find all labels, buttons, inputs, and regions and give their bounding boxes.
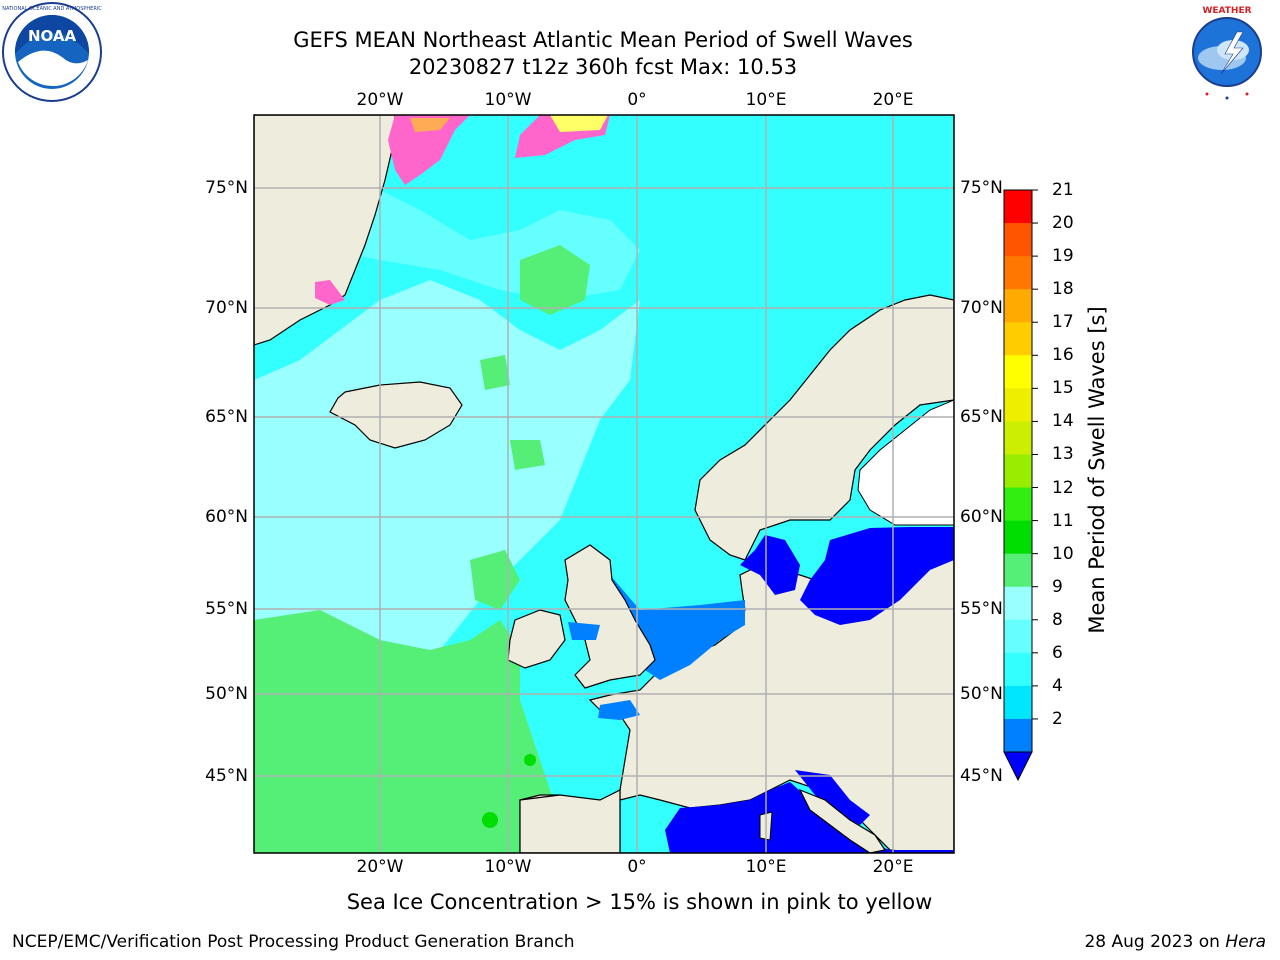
colorbar-bin — [1004, 718, 1032, 753]
lon-label-top: 20°E — [872, 90, 914, 110]
lat-label-right: 55°N — [960, 599, 1003, 619]
lat-label-left: 50°N — [205, 684, 248, 704]
colorbar-bin — [1004, 619, 1032, 654]
colorbar-tick-label: 15 — [1052, 378, 1074, 399]
svg-text:NATIONAL OCEANIC AND ATMOSPHER: NATIONAL OCEANIC AND ATMOSPHERIC — [2, 6, 102, 12]
swell-area-9-10s-small2 — [510, 440, 545, 470]
colorbar-bin — [1004, 520, 1032, 555]
colorbar-tick-label: 20 — [1052, 213, 1074, 234]
colorbar-tick-label: 2 — [1052, 708, 1063, 729]
lon-label-bottom: 20°E — [872, 857, 914, 877]
lat-label-left: 55°N — [205, 599, 248, 619]
land-italy — [798, 788, 886, 853]
colorbar-bin — [1004, 289, 1032, 323]
colorbar-tick-label: 14 — [1052, 411, 1074, 432]
colorbar-bin — [1004, 652, 1032, 687]
sea-ice-greenland — [388, 115, 470, 185]
lat-label-left: 70°N — [205, 298, 248, 318]
lon-label-bottom: 0° — [627, 857, 647, 877]
map-frame — [253, 114, 955, 854]
colorbar-bin — [1004, 553, 1032, 588]
lat-label-left: 65°N — [205, 407, 248, 427]
sea-ice-mid — [410, 118, 450, 132]
lat-label-right: 70°N — [960, 298, 1003, 318]
north-sea-low-swell — [600, 575, 745, 680]
colorbar-bin — [1004, 586, 1032, 621]
colorbar-tick-label: 18 — [1052, 279, 1074, 300]
graticule — [254, 115, 954, 853]
colorbar-bin — [1004, 223, 1032, 257]
lat-label-right: 65°N — [960, 407, 1003, 427]
colorbar-tick-label: 4 — [1052, 675, 1063, 696]
lat-label-right: 75°N — [960, 178, 1003, 198]
footer-host: Hera — [1225, 932, 1266, 952]
chart-subtitle: 20230827 t12z 360h fcst Max: 10.53 — [408, 55, 798, 79]
nws-logo: WEATHER — [1179, 4, 1275, 100]
colorbar-tick-label: 16 — [1052, 345, 1074, 366]
colorbar-bin — [1004, 256, 1032, 290]
colorbar-tick-label: 8 — [1052, 609, 1063, 630]
sea-ice-high — [550, 115, 608, 132]
sea-ice-east-greenland — [315, 280, 345, 305]
colorbar-tick-label: 10 — [1052, 543, 1074, 564]
lat-label-left: 45°N — [205, 766, 248, 786]
biscay-low-swell — [598, 700, 640, 720]
colorbar-tick-label: 21 — [1052, 180, 1074, 200]
land-great-britain — [564, 544, 656, 689]
swell-spot-10-11s — [482, 812, 498, 828]
land-iceland — [329, 381, 463, 449]
swell-spot-10-11s-b — [524, 754, 536, 766]
svg-text:WEATHER: WEATHER — [1202, 6, 1251, 16]
lat-label-right: 50°N — [960, 684, 1003, 704]
lat-label-right: 45°N — [960, 766, 1003, 786]
colorbar-tick-label: 12 — [1052, 477, 1074, 498]
colorbar-bin — [1004, 190, 1032, 224]
colorbar-tick-label: 9 — [1052, 576, 1063, 597]
lat-label-right: 60°N — [960, 507, 1003, 527]
colorbar-bin — [1004, 355, 1032, 389]
colorbar-tick-label: 6 — [1052, 642, 1063, 663]
colorbar-bin — [1004, 322, 1032, 356]
colorbar-bin — [1004, 454, 1032, 489]
lon-label-top: 10°E — [745, 90, 787, 110]
colorbar-tick-label: 11 — [1052, 510, 1074, 531]
colorbar-tick-label: 19 — [1052, 246, 1074, 267]
swell-area-9-10s-north — [520, 245, 590, 315]
sea-ice-note: Sea Ice Concentration > 15% is shown in … — [346, 890, 933, 914]
footer-credit: NCEP/EMC/Verification Post Processing Pr… — [12, 932, 575, 952]
gulf-of-bothnia — [857, 399, 954, 526]
land-ireland — [507, 609, 566, 669]
svg-text:NOAA: NOAA — [28, 27, 77, 45]
lon-label-top: 20°W — [356, 90, 404, 110]
colorbar-bin — [1004, 388, 1032, 422]
colorbar — [1003, 189, 1038, 782]
colorbar-tick-label: 13 — [1052, 444, 1074, 465]
colorbar-bin — [1004, 487, 1032, 522]
colorbar-bin — [1004, 421, 1032, 455]
lon-label-bottom: 10°W — [484, 857, 532, 877]
adriatic-sea — [795, 770, 870, 825]
chart-title: GEFS MEAN Northeast Atlantic Mean Period… — [293, 28, 913, 52]
mediterranean-sea — [665, 782, 954, 853]
noaa-logo: NOAA NATIONAL OCEANIC AND ATMOSPHERIC — [2, 2, 102, 102]
kattegat — [740, 535, 800, 595]
lon-label-top: 10°W — [484, 90, 532, 110]
lon-label-bottom: 20°W — [356, 857, 404, 877]
swell-area-9-10s-small — [480, 355, 510, 390]
colorbar-tick-label: 17 — [1052, 312, 1074, 333]
land-iberia — [519, 789, 621, 853]
swell-area-9-10s-southwest — [254, 610, 560, 853]
baltic-sea — [800, 527, 954, 625]
lon-label-bottom: 10°E — [745, 857, 787, 877]
colorbar-frame — [1003, 189, 1033, 753]
lat-label-left: 60°N — [205, 507, 248, 527]
footer-date: 28 Aug 2023 on Hera — [1084, 932, 1266, 952]
footer-date-text: 28 Aug 2023 on — [1084, 932, 1226, 952]
lat-label-left: 75°N — [205, 178, 248, 198]
lon-label-top: 0° — [627, 90, 647, 110]
colorbar-title: Mean Period of Swell Waves [s] — [1085, 306, 1109, 634]
irish-sea — [568, 622, 600, 640]
colorbar-bin — [1004, 685, 1032, 720]
